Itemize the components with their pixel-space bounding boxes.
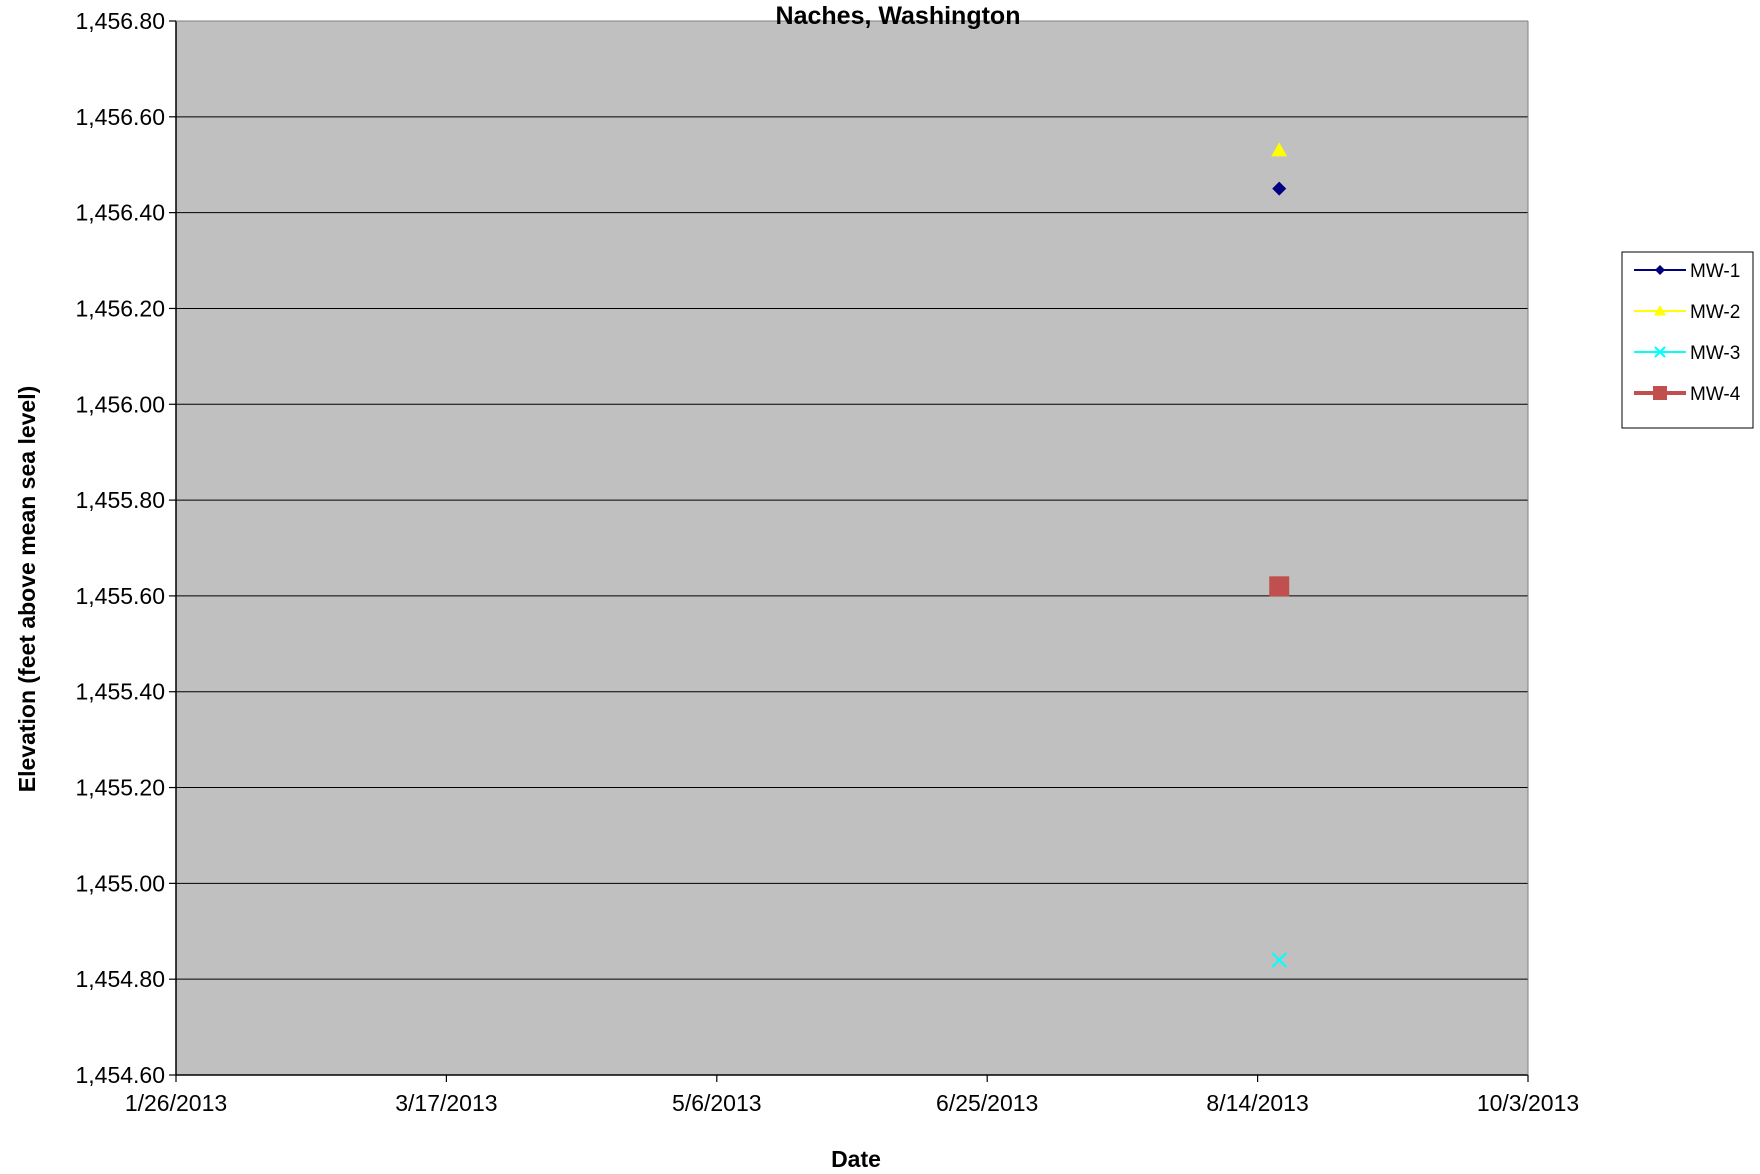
y-tick-label: 1,455.00 bbox=[75, 870, 165, 896]
legend-item-mw-2: MW-2 bbox=[1634, 302, 1740, 323]
y-tick-label: 1,456.80 bbox=[75, 8, 165, 34]
x-tick-label: 3/17/2013 bbox=[395, 1090, 497, 1116]
data-points bbox=[1269, 142, 1290, 968]
legend-marker bbox=[1655, 265, 1665, 275]
x-tick-label: 10/3/2013 bbox=[1477, 1090, 1579, 1116]
y-tick-label: 1,456.20 bbox=[75, 295, 165, 321]
legend-label: MW-2 bbox=[1690, 302, 1740, 323]
legend-item-mw-3: MW-3 bbox=[1634, 343, 1740, 364]
data-point-mw-3 bbox=[1271, 952, 1287, 968]
y-tick-label: 1,456.60 bbox=[75, 104, 165, 130]
y-tick-label: 1,454.80 bbox=[75, 966, 165, 992]
legend-marker bbox=[1654, 346, 1666, 358]
x-tick-label: 1/26/2013 bbox=[125, 1090, 227, 1116]
x-tick-label: 6/25/2013 bbox=[936, 1090, 1038, 1116]
legend-box bbox=[1621, 251, 1754, 429]
data-point-mw-4 bbox=[1269, 576, 1290, 597]
legend-marker bbox=[1653, 386, 1667, 400]
legend-label: MW-4 bbox=[1690, 384, 1741, 405]
y-tick-label: 1,455.80 bbox=[75, 487, 165, 513]
legend: MW-1 MW-2 MW-3 MW-4 bbox=[1621, 251, 1754, 429]
y-tick-label: 1,455.20 bbox=[75, 775, 165, 801]
y-tick-label: 1,455.40 bbox=[75, 679, 165, 705]
data-point-mw-1 bbox=[1272, 181, 1287, 196]
tick-labels: 1,454.60 1,454.80 1,455.00 1,455.20 1,455.40… bbox=[75, 8, 1579, 1116]
data-point-mw-2 bbox=[1271, 142, 1288, 157]
legend-marker bbox=[1654, 305, 1666, 316]
axes bbox=[169, 20, 1529, 1082]
plot-background bbox=[176, 21, 1528, 1075]
y-axis-title: Elevation (feet above mean sea level) bbox=[14, 386, 40, 793]
y-tick-label: 1,454.60 bbox=[75, 1062, 165, 1088]
plot-area bbox=[176, 21, 1528, 1075]
y-tick-label: 1,455.60 bbox=[75, 583, 165, 609]
legend-item-mw-4: MW-4 bbox=[1634, 384, 1741, 405]
x-axis-title: Date bbox=[831, 1146, 881, 1172]
y-tick-label: 1,456.40 bbox=[75, 200, 165, 226]
chart-title: Naches, Washington bbox=[776, 2, 1021, 30]
legend-item-mw-1: MW-1 bbox=[1634, 261, 1740, 282]
legend-label: MW-1 bbox=[1690, 261, 1740, 282]
legend-label: MW-3 bbox=[1690, 343, 1740, 364]
y-tick-label: 1,456.00 bbox=[75, 391, 165, 417]
x-tick-label: 8/14/2013 bbox=[1206, 1090, 1308, 1116]
x-tick-label: 5/6/2013 bbox=[672, 1090, 762, 1116]
